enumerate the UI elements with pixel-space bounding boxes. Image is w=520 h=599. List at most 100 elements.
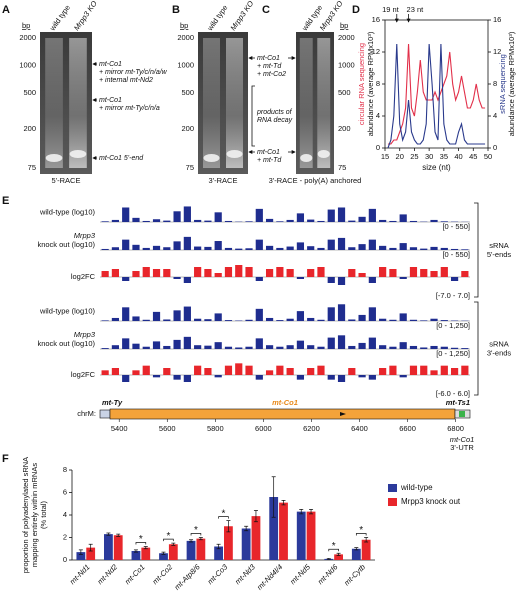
gel-band: [300, 154, 313, 162]
coverage-bar: [327, 337, 335, 349]
gene-arrow: [340, 412, 346, 416]
coverage-bar: [214, 375, 222, 378]
utr-label: 3'-UTR: [450, 443, 474, 452]
coverage-bar: [420, 269, 428, 277]
coverage-bar: [440, 267, 448, 277]
lane-label: wild type: [47, 3, 72, 33]
coverage-bar: [101, 348, 109, 349]
coverage-bar: [183, 236, 191, 250]
coverage-bar: [348, 269, 356, 277]
error-bar: [271, 476, 276, 518]
coverage-bar: [307, 317, 315, 321]
x-tick-label: 35: [440, 152, 448, 161]
coverage-bar: [348, 319, 356, 321]
track-range: [-6.0 - 6.0]: [436, 389, 470, 398]
bar: [296, 511, 306, 560]
bar: [269, 497, 279, 560]
coverage-bar: [368, 277, 376, 283]
gel-band: [226, 150, 243, 158]
error-bar: [226, 520, 231, 533]
coverage-bar: [173, 241, 181, 250]
x-axis-label: size (nt): [422, 163, 451, 172]
track-range: [0 - 1,250]: [436, 321, 470, 330]
coverage-bar: [245, 221, 253, 222]
x-tick-label: 6600: [399, 424, 416, 433]
coverage-bar: [337, 335, 346, 349]
coverage-bar: [430, 370, 438, 375]
coverage-bar: [101, 320, 109, 321]
coverage-bar: [265, 269, 274, 277]
x-tick-label: 20: [396, 152, 404, 161]
gene-co1: [109, 408, 456, 420]
panel-letter: E: [2, 195, 9, 207]
coverage-bar: [265, 345, 274, 349]
bar: [241, 528, 251, 560]
coverage-bar: [204, 368, 212, 375]
ladder-label: 200: [338, 124, 351, 133]
panel-letter: A: [2, 4, 10, 16]
coverage-bar: [142, 346, 150, 349]
coverage-bar: [317, 247, 325, 250]
coverage-bar: [235, 248, 243, 250]
coverage-bar: [389, 220, 397, 222]
track-range: [0 - 550]: [442, 250, 470, 259]
lane-label: wild type: [205, 3, 230, 33]
coverage-bar: [142, 247, 150, 250]
coverage-bar: [163, 368, 171, 375]
coverage-bar: [224, 220, 233, 222]
coverage-bar: [276, 221, 284, 222]
gel-lane: [45, 38, 63, 168]
coverage-bar: [132, 343, 140, 349]
coverage-bar: [409, 247, 418, 250]
error-bar: [143, 546, 148, 550]
coverage-bar: [163, 247, 171, 250]
coverage-bar: [183, 336, 191, 349]
coverage-bar: [307, 368, 315, 375]
annotation: 19 nt: [382, 5, 400, 14]
coverage-bar: [173, 375, 181, 380]
coverage-bar: [265, 370, 274, 375]
ladder-label: 75: [186, 163, 194, 172]
coverage-bar: [286, 345, 294, 349]
coverage-bar: [368, 337, 376, 349]
gel-annotation: mt-Co1: [99, 97, 122, 104]
coverage-bar: [420, 320, 428, 321]
x-tick-label: mt-Nd6: [316, 562, 340, 586]
coverage-bar: [122, 239, 130, 250]
coverage-bar: [132, 217, 140, 222]
coverage-bar: [286, 269, 294, 277]
gel-caption: 5'-RACE: [52, 176, 81, 185]
coverage-bar: [173, 310, 181, 321]
error-bar: [133, 549, 138, 553]
track-label: log2FC: [71, 272, 96, 281]
coverage-bar: [122, 375, 130, 382]
bar: [224, 526, 233, 560]
significance-label: *: [359, 525, 363, 536]
coverage-bar: [255, 308, 263, 321]
coverage-bar: [286, 219, 294, 222]
error-bar: [78, 549, 83, 555]
legend-swatch: [388, 498, 397, 506]
gel-annotation: mt-Co1: [257, 149, 280, 156]
x-tick-label: 6200: [303, 424, 320, 433]
coverage-bar: [265, 218, 274, 222]
coverage-bar: [245, 346, 253, 349]
x-tick-label: 40: [454, 152, 462, 161]
lane-label: Mrpp3 KO: [228, 0, 255, 32]
coverage-bar: [142, 365, 150, 375]
coverage-bar: [461, 271, 469, 277]
coverage-bar: [276, 320, 284, 321]
gel-caption: 3'-RACE: [209, 176, 238, 185]
y2-axis-label: sRNA sequencing: [498, 54, 507, 114]
error-bar: [336, 552, 341, 556]
coverage-bar: [132, 244, 140, 250]
coverage-bar: [461, 348, 469, 349]
gel-band: [317, 150, 330, 158]
ladder-label: 500: [181, 88, 194, 97]
error-bar: [364, 537, 369, 543]
y-tick-label: 0: [376, 143, 380, 152]
coverage-bar: [337, 237, 346, 250]
coverage-bar: [420, 365, 428, 375]
coverage-bar: [194, 246, 202, 250]
coverage-bar: [368, 375, 376, 380]
